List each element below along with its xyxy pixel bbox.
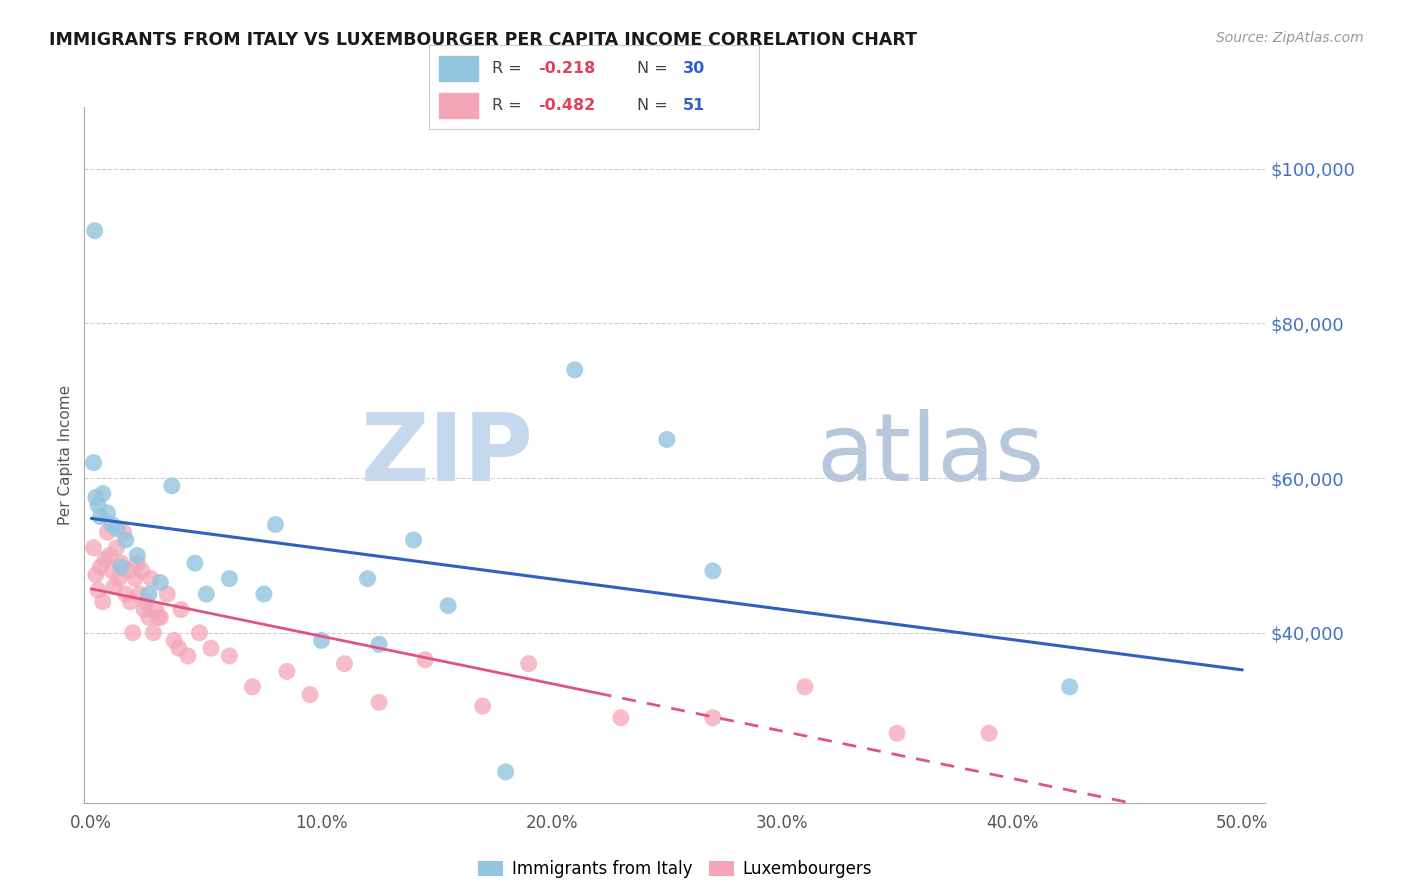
Text: Source: ZipAtlas.com: Source: ZipAtlas.com: [1216, 31, 1364, 45]
Point: [564, 363, 586, 377]
Point: [127, 556, 149, 570]
Point: [979, 726, 1001, 740]
Point: [110, 556, 132, 570]
Point: [83, 224, 105, 238]
Point: [87, 583, 110, 598]
Point: [188, 625, 211, 640]
Point: [149, 575, 172, 590]
Text: N =: N =: [637, 61, 673, 76]
FancyBboxPatch shape: [439, 55, 478, 81]
Y-axis label: Per Capita Income: Per Capita Income: [58, 384, 73, 525]
Point: [105, 541, 128, 555]
Point: [200, 641, 222, 656]
Point: [94, 552, 117, 566]
Point: [87, 498, 110, 512]
Point: [89, 560, 111, 574]
Legend: Immigrants from Italy, Luxembourgers: Immigrants from Italy, Luxembourgers: [471, 854, 879, 885]
Point: [120, 595, 142, 609]
Point: [218, 572, 240, 586]
Point: [886, 726, 908, 740]
Text: -0.218: -0.218: [538, 61, 595, 76]
Point: [149, 610, 172, 624]
Point: [333, 657, 356, 671]
Point: [83, 456, 105, 470]
Point: [89, 509, 111, 524]
Point: [138, 610, 160, 624]
Point: [96, 525, 118, 540]
Point: [114, 533, 136, 547]
Point: [101, 517, 124, 532]
Point: [356, 572, 378, 586]
Point: [655, 433, 678, 447]
Point: [610, 711, 633, 725]
Text: 51: 51: [683, 98, 706, 113]
Point: [402, 533, 425, 547]
Point: [105, 521, 128, 535]
Point: [495, 764, 517, 779]
Point: [471, 699, 494, 714]
Point: [242, 680, 264, 694]
Point: [91, 595, 114, 609]
Point: [91, 486, 114, 500]
Point: [298, 688, 321, 702]
Point: [195, 587, 218, 601]
Point: [114, 587, 136, 601]
Point: [146, 610, 169, 624]
Point: [124, 572, 146, 586]
Point: [139, 572, 162, 586]
Text: ZIP: ZIP: [360, 409, 533, 501]
Point: [156, 587, 179, 601]
Text: R =: R =: [492, 61, 526, 76]
Point: [794, 680, 817, 694]
Point: [135, 595, 157, 609]
Point: [517, 657, 540, 671]
Point: [128, 587, 150, 601]
Point: [101, 564, 124, 578]
Text: N =: N =: [637, 98, 673, 113]
Point: [131, 564, 153, 578]
Point: [84, 491, 107, 505]
FancyBboxPatch shape: [439, 93, 478, 119]
Point: [311, 633, 333, 648]
Point: [98, 549, 121, 563]
Point: [368, 637, 391, 651]
Point: [170, 602, 193, 616]
Point: [160, 479, 183, 493]
Point: [1059, 680, 1081, 694]
Point: [117, 564, 139, 578]
Point: [134, 602, 156, 616]
Point: [108, 572, 131, 586]
Point: [103, 579, 125, 593]
Point: [145, 602, 167, 616]
Point: [110, 560, 132, 574]
Point: [127, 549, 149, 563]
Point: [84, 567, 107, 582]
Text: -0.482: -0.482: [538, 98, 595, 113]
Point: [218, 648, 240, 663]
Text: R =: R =: [492, 98, 526, 113]
Point: [112, 525, 135, 540]
Point: [702, 564, 724, 578]
Point: [142, 625, 165, 640]
Point: [702, 711, 724, 725]
Text: atlas: atlas: [817, 409, 1045, 501]
Point: [83, 541, 105, 555]
Point: [413, 653, 436, 667]
Point: [96, 506, 118, 520]
Point: [437, 599, 460, 613]
Text: IMMIGRANTS FROM ITALY VS LUXEMBOURGER PER CAPITA INCOME CORRELATION CHART: IMMIGRANTS FROM ITALY VS LUXEMBOURGER PE…: [49, 31, 917, 49]
Point: [121, 625, 143, 640]
Point: [276, 665, 298, 679]
Point: [167, 641, 190, 656]
Point: [368, 695, 391, 709]
Point: [264, 517, 287, 532]
Text: 30: 30: [683, 61, 706, 76]
Point: [177, 648, 200, 663]
Point: [163, 633, 186, 648]
Point: [138, 587, 160, 601]
Point: [184, 556, 207, 570]
Point: [253, 587, 276, 601]
